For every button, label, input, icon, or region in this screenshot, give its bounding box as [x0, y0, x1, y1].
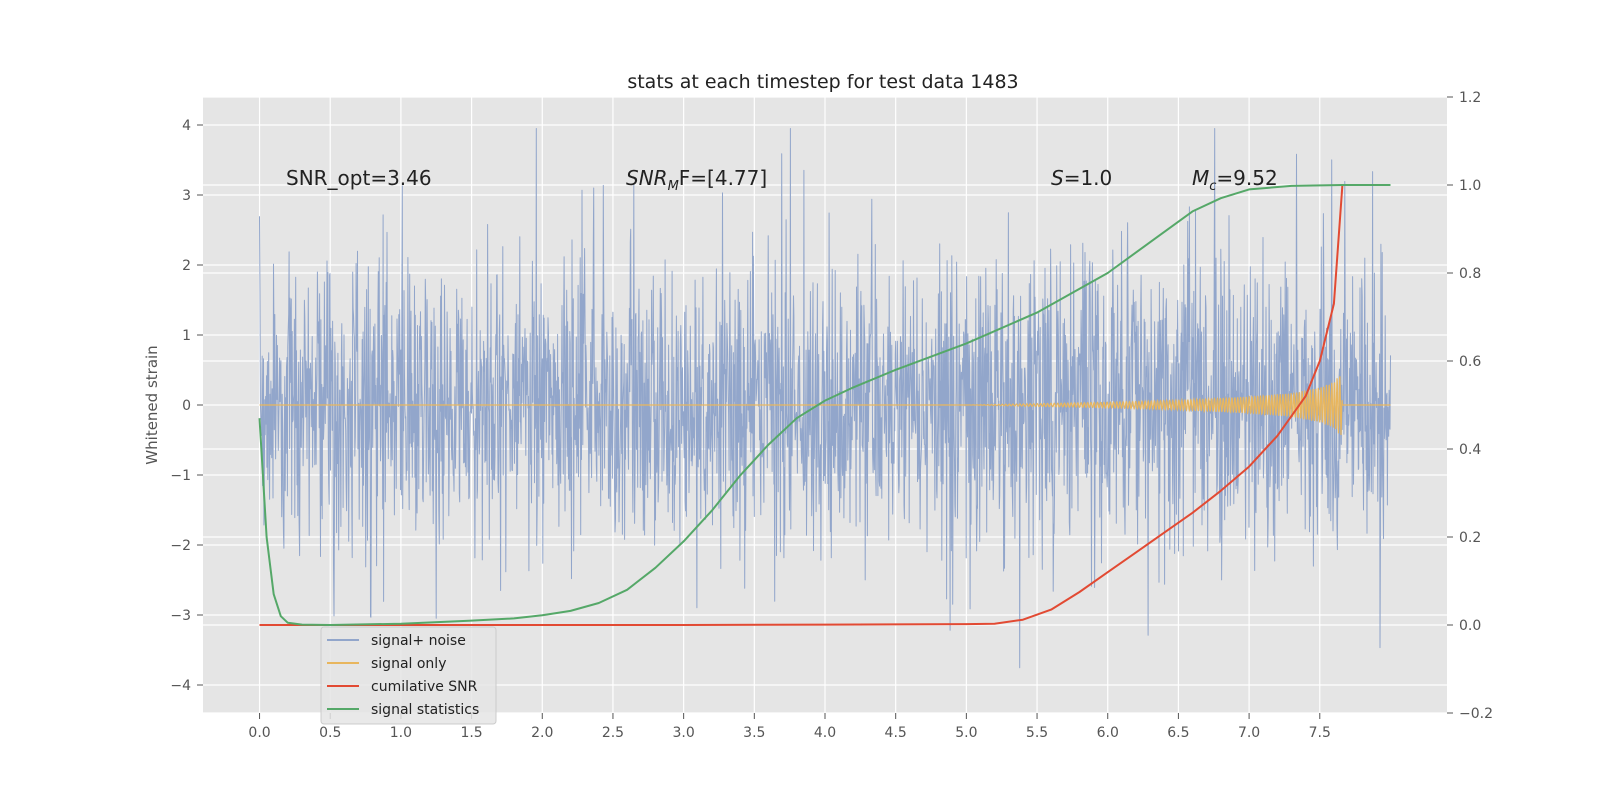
annotation-s: S=1.0 — [1051, 166, 1112, 190]
x-tick-label-8: 4.0 — [814, 725, 836, 741]
signal-noise-series — [259, 128, 1391, 669]
x-tick-label-6: 3.0 — [673, 725, 695, 741]
annotation-mc-var: M — [1192, 166, 1209, 190]
y2-tick-label-5: 0.8 — [1459, 266, 1481, 282]
x-tick-label-3: 1.5 — [460, 725, 482, 741]
x-tick-label-11: 5.5 — [1026, 725, 1048, 741]
y-axis-label: Whitened strain — [143, 345, 161, 464]
y2-tick-label-6: 1.0 — [1459, 178, 1481, 194]
y2-tick-label-3: 0.4 — [1459, 442, 1481, 458]
y-tick-label-4: 0 — [182, 398, 191, 414]
y-tick-label-0: −4 — [170, 678, 191, 694]
x-tick-label-13: 6.5 — [1167, 725, 1189, 741]
x-tick-label-7: 3.5 — [743, 725, 765, 741]
y2-tick-label-4: 0.6 — [1459, 354, 1481, 370]
cumilative-snr-line — [259, 184, 1391, 626]
annotation-snr-mf: SNRMF=[4.77] — [626, 166, 767, 194]
annotation-snr-mf-rest: F=[4.77] — [679, 166, 767, 190]
y-axis-right: −0.2 0.0 0.2 0.4 0.6 0.8 1.0 1.2 — [1447, 90, 1493, 722]
annotations: SNR_opt=3.46 SNRMF=[4.77] S=1.0 Mc=9.52 — [286, 166, 1278, 194]
y2-tick-label-0: −0.2 — [1459, 706, 1493, 722]
x-tick-label-4: 2.0 — [531, 725, 553, 741]
legend-box — [320, 626, 497, 725]
x-tick-label-14: 7.0 — [1238, 725, 1260, 741]
y-tick-label-8: 4 — [182, 118, 191, 134]
x-tick-label-10: 5.0 — [955, 725, 977, 741]
y2-tick-label-7: 1.2 — [1459, 90, 1481, 106]
x-tick-label-12: 6.0 — [1097, 725, 1119, 741]
x-tick-label-9: 4.5 — [885, 725, 907, 741]
x-tick-label-2: 1.0 — [390, 725, 412, 741]
chart-title: stats at each timestep for test data 148… — [627, 71, 1018, 93]
signal-only-series — [259, 376, 1391, 436]
y-tick-label-6: 2 — [182, 258, 191, 274]
x-tick-label-1: 0.5 — [319, 725, 341, 741]
annotation-snr-mf-base: SNR — [626, 166, 668, 190]
y-tick-label-7: 3 — [182, 188, 191, 204]
y2-tick-label-2: 0.2 — [1459, 530, 1481, 546]
right-axis-series — [258, 184, 1391, 626]
y-tick-label-1: −3 — [170, 608, 191, 624]
annotation-snr-opt: SNR_opt=3.46 — [286, 166, 432, 190]
annotation-snr-mf-sub: M — [668, 179, 679, 194]
y-tick-label-3: −1 — [170, 468, 191, 484]
y-axis-left: −4 −3 −2 −1 0 1 2 3 4 — [170, 118, 203, 694]
annotation-mc: Mc=9.52 — [1192, 166, 1278, 194]
y-tick-label-2: −2 — [170, 538, 191, 554]
annotation-s-val: =1.0 — [1064, 166, 1113, 190]
signal-statistics-line — [258, 184, 1391, 626]
x-axis: 0.0 0.5 1.0 1.5 2.0 2.5 3.0 3.5 4.0 4.5 5.0 5.5 6.0 6… — [248, 713, 1331, 741]
y-tick-label-5: 1 — [182, 328, 191, 344]
legend: signal+ noise signal only cumilative SNR… — [320, 626, 497, 725]
legend-label-signal-noise: signal+ noise — [371, 633, 466, 649]
x-tick-label-5: 2.5 — [602, 725, 624, 741]
annotation-mc-sub: c — [1209, 179, 1216, 194]
legend-label-signal-only: signal only — [371, 656, 446, 672]
legend-label-cumilative-snr: cumilative SNR — [371, 679, 478, 695]
x-tick-label-15: 7.5 — [1309, 725, 1331, 741]
annotation-s-var: S — [1051, 166, 1064, 190]
annotation-mc-val: =9.52 — [1216, 166, 1277, 190]
signal-only-line — [259, 376, 1391, 436]
y2-tick-label-1: 0.0 — [1459, 618, 1481, 634]
legend-label-signal-statistics: signal statistics — [371, 702, 479, 718]
x-tick-label-0: 0.0 — [248, 725, 270, 741]
signal-noise-line — [259, 128, 1391, 669]
